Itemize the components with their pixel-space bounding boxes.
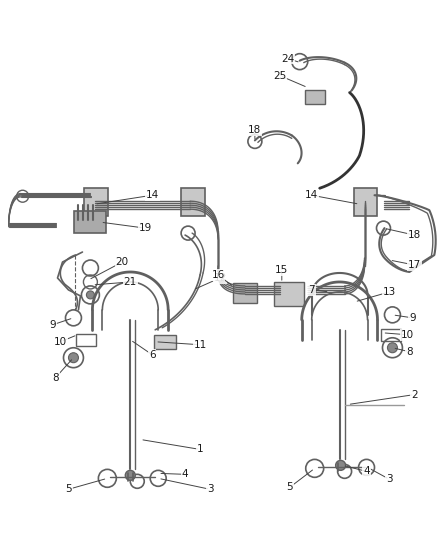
Text: 25: 25: [273, 70, 286, 80]
Text: 9: 9: [409, 313, 416, 323]
Text: 14: 14: [145, 190, 159, 200]
Text: 9: 9: [49, 320, 56, 330]
FancyBboxPatch shape: [233, 283, 257, 303]
Text: 20: 20: [116, 257, 129, 267]
Text: 16: 16: [212, 270, 225, 280]
Text: 15: 15: [275, 265, 289, 275]
Circle shape: [68, 353, 78, 362]
FancyBboxPatch shape: [353, 188, 378, 216]
Text: 7: 7: [308, 285, 315, 295]
Text: 14: 14: [305, 190, 318, 200]
Circle shape: [86, 291, 95, 299]
Circle shape: [388, 343, 397, 353]
Text: 12: 12: [213, 273, 226, 283]
FancyBboxPatch shape: [74, 211, 106, 233]
Circle shape: [125, 470, 135, 480]
Text: 5: 5: [65, 484, 72, 494]
Text: 8: 8: [52, 373, 59, 383]
Text: 4: 4: [363, 466, 370, 477]
FancyBboxPatch shape: [305, 90, 325, 103]
Text: 13: 13: [383, 287, 396, 297]
Text: 18: 18: [248, 125, 261, 135]
Text: 19: 19: [138, 223, 152, 233]
FancyBboxPatch shape: [154, 335, 176, 349]
FancyBboxPatch shape: [181, 188, 205, 216]
Text: 2: 2: [411, 390, 418, 400]
Text: 3: 3: [207, 484, 213, 494]
Text: 11: 11: [194, 340, 207, 350]
Text: 17: 17: [408, 260, 421, 270]
Text: 10: 10: [54, 337, 67, 347]
Text: 1: 1: [197, 445, 203, 455]
Text: 5: 5: [286, 482, 293, 492]
Text: 18: 18: [408, 230, 421, 240]
FancyBboxPatch shape: [85, 188, 108, 216]
Text: 8: 8: [406, 347, 413, 357]
Text: 4: 4: [182, 470, 188, 479]
Text: 3: 3: [386, 474, 393, 484]
Text: 21: 21: [124, 277, 137, 287]
Text: 6: 6: [149, 350, 155, 360]
Text: 24: 24: [281, 54, 294, 63]
Text: 10: 10: [401, 330, 414, 340]
Circle shape: [336, 461, 346, 470]
FancyBboxPatch shape: [274, 282, 304, 306]
